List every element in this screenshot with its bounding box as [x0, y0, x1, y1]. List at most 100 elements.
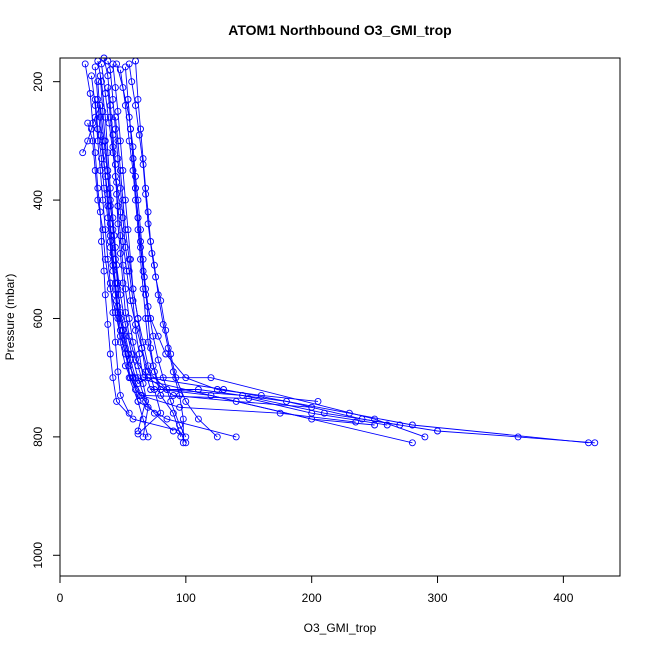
data-point	[128, 78, 136, 86]
data-point	[139, 155, 147, 163]
data-point	[147, 344, 155, 352]
data-point	[116, 391, 124, 399]
data-point	[106, 220, 114, 228]
data-point	[119, 279, 127, 287]
data-point	[139, 338, 147, 346]
data-point	[94, 196, 102, 204]
data-point	[101, 291, 109, 299]
data-point	[176, 391, 184, 399]
data-point	[98, 238, 105, 245]
data-point	[89, 137, 97, 145]
data-point	[137, 125, 144, 133]
data-point	[111, 161, 119, 169]
data-point	[232, 397, 240, 405]
data-point	[129, 374, 137, 382]
data-point	[314, 397, 322, 405]
series-line	[87, 122, 589, 444]
data-point	[127, 297, 134, 305]
series-line	[127, 99, 319, 402]
data-point	[100, 184, 108, 192]
data-point	[137, 226, 144, 234]
data-point	[96, 101, 104, 109]
series-line	[107, 60, 426, 438]
data-point	[101, 226, 109, 234]
data-point	[127, 356, 134, 364]
data-point	[162, 326, 170, 334]
data-point	[308, 415, 316, 423]
data-point	[134, 196, 142, 204]
data-point	[129, 297, 137, 305]
series-21	[124, 95, 322, 405]
series-15	[98, 60, 404, 429]
data-point	[116, 167, 124, 174]
data-point	[127, 374, 134, 382]
series-line	[103, 57, 312, 408]
data-point	[239, 391, 246, 399]
data-point	[101, 255, 109, 263]
data-point	[245, 394, 253, 402]
data-point	[125, 315, 133, 322]
data-point	[129, 285, 137, 293]
data-point	[134, 430, 142, 438]
data-point	[111, 285, 119, 293]
data-point	[119, 238, 127, 245]
data-point	[320, 409, 328, 417]
data-point	[169, 368, 177, 376]
data-point	[154, 332, 162, 340]
x-tick-label: 400	[553, 591, 573, 605]
data-point	[142, 184, 150, 192]
data-point	[91, 149, 99, 157]
data-point	[109, 131, 117, 139]
data-point	[134, 397, 142, 405]
data-point	[121, 332, 129, 340]
data-point	[109, 374, 117, 382]
data-point	[159, 320, 167, 328]
data-point	[114, 368, 122, 376]
data-point	[124, 95, 132, 103]
data-point	[132, 184, 139, 192]
series-1	[94, 57, 240, 441]
data-point	[132, 196, 139, 204]
data-point	[116, 232, 124, 240]
series-7	[84, 119, 592, 447]
data-point	[132, 374, 139, 382]
data-point	[149, 362, 157, 370]
data-point	[142, 397, 150, 405]
data-point	[84, 137, 92, 145]
data-point	[129, 167, 137, 174]
data-point	[104, 320, 112, 328]
data-point	[134, 214, 142, 222]
data-point	[111, 84, 119, 92]
data-point	[408, 439, 416, 447]
data-point	[106, 350, 114, 358]
x-tick-label: 0	[57, 591, 64, 605]
data-point	[421, 433, 429, 441]
data-point	[408, 421, 416, 429]
data-point	[179, 415, 187, 423]
data-point	[114, 107, 122, 115]
data-point	[182, 433, 190, 441]
data-point	[121, 196, 129, 204]
data-point	[127, 125, 134, 133]
data-point	[182, 374, 190, 382]
data-point	[159, 374, 167, 382]
data-point	[167, 350, 175, 358]
data-point	[142, 291, 150, 299]
data-point	[119, 326, 127, 334]
series-19	[111, 113, 165, 438]
data-point	[139, 380, 147, 388]
data-point	[124, 350, 132, 358]
data-point	[169, 427, 177, 435]
data-point	[109, 309, 117, 317]
data-point	[134, 226, 142, 234]
data-point	[91, 63, 99, 71]
data-point	[114, 309, 122, 317]
series-4	[104, 57, 429, 441]
data-point	[119, 167, 127, 174]
data-point	[106, 101, 114, 109]
data-point	[207, 374, 215, 382]
data-point	[144, 220, 152, 228]
data-point	[91, 113, 99, 121]
x-tick-label: 100	[176, 591, 196, 605]
data-point	[96, 167, 104, 174]
